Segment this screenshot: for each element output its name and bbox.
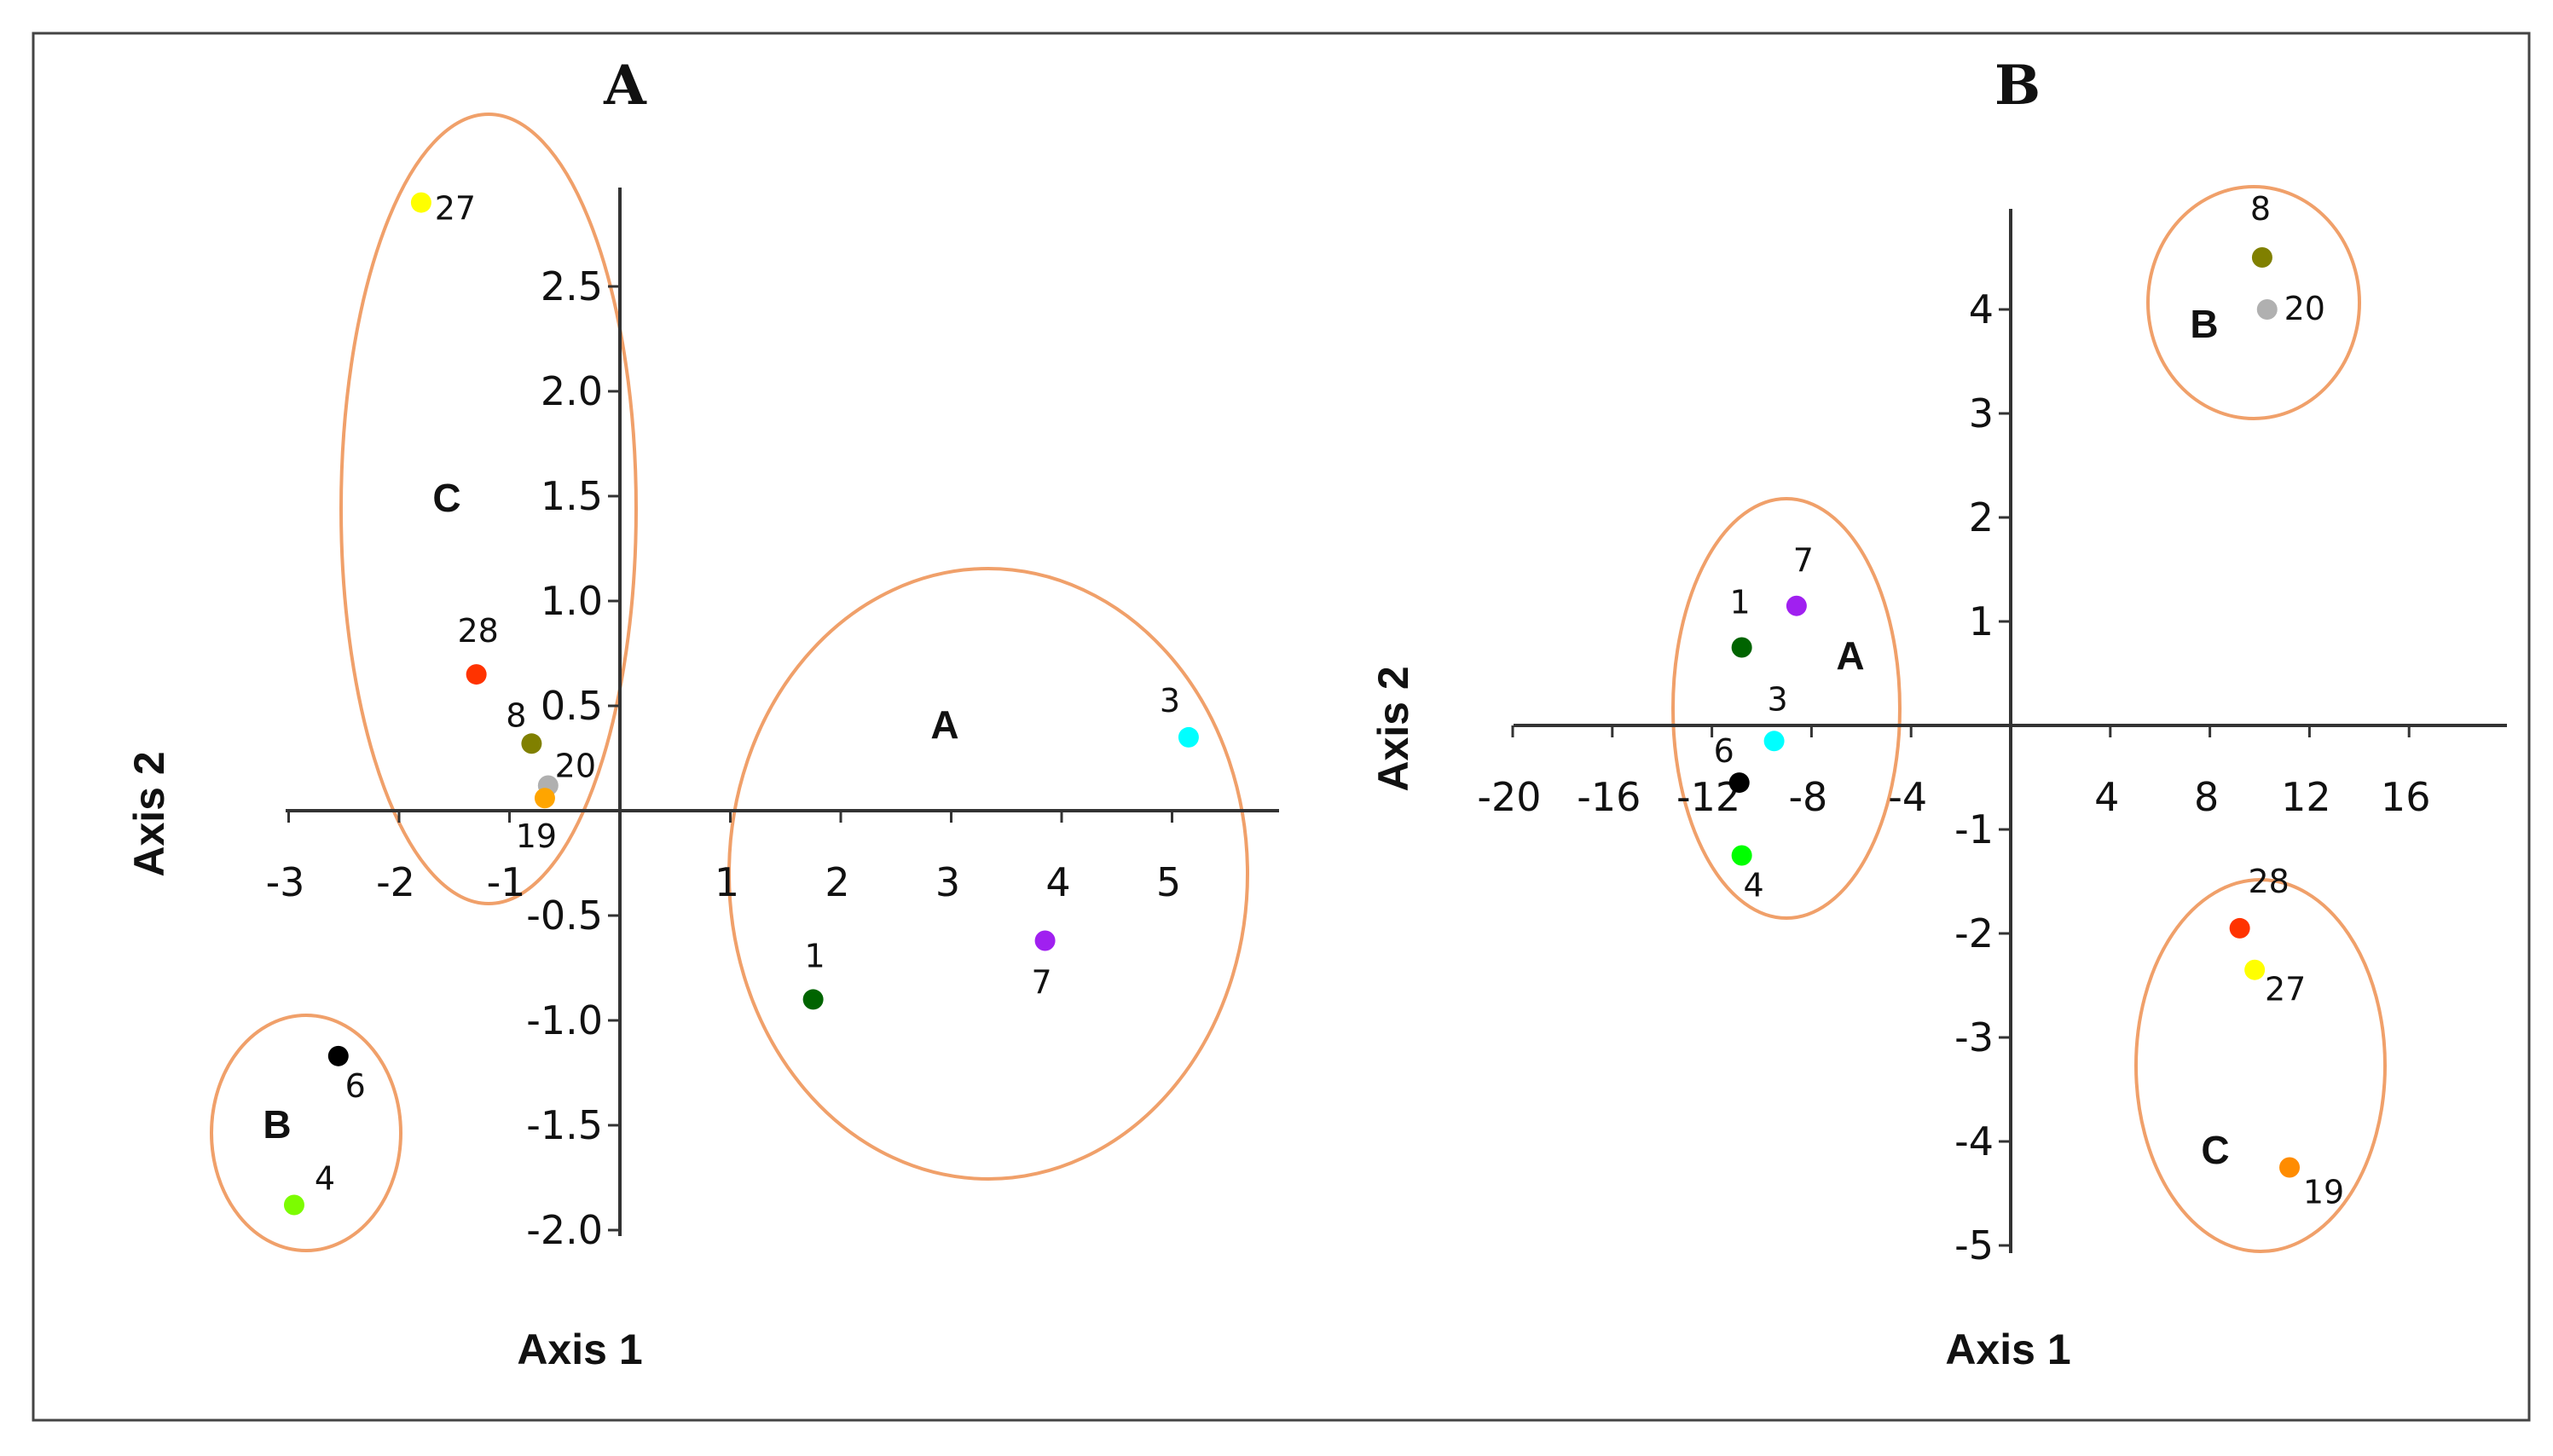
y-tick-label: 0.5	[541, 683, 603, 729]
point-label: 27	[435, 190, 476, 228]
data-point	[283, 1194, 304, 1216]
y-tick-label: 1.0	[541, 578, 603, 624]
panel-a: A -3 -2 -1 1 2 3 4 5 2.52.01.51.00.5-0.5-1.0-1.…	[125, 54, 1279, 1373]
point-label: 28	[457, 612, 498, 650]
data-point	[1034, 930, 1056, 951]
x-tick-label: -3	[266, 859, 305, 905]
data-point	[466, 664, 487, 685]
data-point	[1763, 731, 1785, 752]
panel-b-title: B	[1994, 54, 2041, 118]
y-tick-label: -5	[1954, 1222, 1994, 1268]
x-tick-label: -16	[1577, 774, 1641, 820]
data-point	[410, 192, 431, 213]
y-tick-label: -2.0	[526, 1207, 603, 1253]
x-tick-label: -1	[487, 859, 526, 905]
x-tick-label: -4	[1888, 774, 1927, 820]
cluster-label-b: B	[2190, 302, 2218, 346]
point-label: 3	[1160, 682, 1180, 719]
x-tick-label: 1	[715, 859, 739, 905]
cluster-label-c: C	[432, 476, 460, 520]
y-tick-label: -3	[1954, 1014, 1994, 1060]
data-point	[2251, 247, 2272, 268]
panel-a-title: A	[603, 54, 647, 118]
cluster-b-ellipse	[2146, 185, 2361, 420]
x-tick-label: 2	[825, 859, 849, 905]
data-point	[2229, 917, 2250, 939]
x-axis-title: Axis 1	[517, 1326, 642, 1373]
point-label: 8	[2250, 190, 2271, 228]
y-tick-label: -4	[1954, 1118, 1994, 1164]
x-tick-label: 16	[2381, 774, 2431, 820]
x-tick-label: 12	[2281, 774, 2331, 820]
cluster-label-a: A	[930, 702, 958, 747]
y-tick-label: -1.5	[526, 1102, 603, 1148]
y-tick-label: 2	[1969, 494, 1994, 540]
data-point	[521, 733, 542, 754]
data-point	[1731, 845, 1752, 866]
point-label: 7	[1793, 542, 1814, 580]
cluster-label-c: C	[2201, 1128, 2229, 1172]
point-label: 1	[805, 937, 825, 974]
x-tick-label: 4	[2094, 774, 2119, 820]
y-tick-label: 1.5	[541, 473, 603, 519]
y-axis-title: Axis 2	[1369, 666, 1417, 791]
point-label: 20	[555, 747, 596, 784]
y-tick-label: -2	[1954, 910, 1994, 956]
x-tick-label: 4	[1045, 859, 1070, 905]
x-tick-label: 3	[935, 859, 960, 905]
y-tick-label: 4	[1969, 286, 1994, 332]
cluster-b-ellipse	[210, 1014, 402, 1252]
y-tick-label: -1.0	[526, 997, 603, 1043]
x-tick-label: 8	[2194, 774, 2219, 820]
x-ticks: -3 -2 -1 1 2 3 4 5	[266, 811, 1181, 905]
point-label: 28	[2248, 863, 2289, 900]
data-point	[1731, 637, 1752, 658]
data-point	[802, 989, 824, 1010]
x-axis-title: Axis 1	[1945, 1326, 2070, 1373]
cluster-label-a: A	[1836, 633, 1864, 678]
point-label: 1	[1730, 584, 1751, 621]
data-point	[2256, 299, 2278, 320]
point-label: 19	[2303, 1174, 2344, 1211]
y-tick-label: 2.0	[541, 368, 603, 414]
x-tick-label: 5	[1156, 859, 1181, 905]
cluster-c-ellipse	[339, 113, 638, 905]
point-label: 8	[506, 696, 526, 734]
data-point	[1178, 726, 1199, 748]
y-ticks: 2.5 2.0 1.5 1.0 0.5 -0.5 -1.0 -1.5 -2.0	[526, 263, 620, 1253]
data-point	[2244, 959, 2266, 980]
point-label: 3	[1768, 680, 1788, 718]
y-tick-label: -0.5	[526, 893, 603, 939]
data-point	[1786, 595, 1807, 616]
y-tick-label: 1	[1969, 598, 1994, 644]
point-label: 4	[315, 1159, 335, 1197]
point-label: 19	[516, 818, 557, 855]
point-label: 20	[2284, 290, 2325, 327]
cluster-label-b: B	[263, 1102, 291, 1147]
data-point	[327, 1045, 349, 1066]
point-label: 6	[1714, 732, 1734, 770]
data-point	[534, 788, 555, 809]
y-axis-title: Axis 2	[125, 751, 173, 876]
data-point	[1728, 772, 1750, 794]
y-ticks: 4 3 2 1 -1 -2 -3 -4 -5	[1954, 286, 2011, 1268]
point-label: 6	[345, 1067, 366, 1105]
cluster-a-ellipse	[1671, 497, 1902, 920]
x-tick-label: -20	[1477, 774, 1541, 820]
cluster-a-ellipse	[727, 567, 1249, 1181]
y-tick-label: -1	[1954, 806, 1994, 852]
y-tick-label: 3	[1969, 390, 1994, 436]
points: 27 28 8 20 19 3 7 1 6 4	[283, 190, 1199, 1216]
point-label: 4	[1744, 867, 1764, 904]
y-tick-label: 2.5	[541, 263, 603, 309]
point-label: 7	[1031, 964, 1051, 1002]
x-tick-label: -8	[1788, 774, 1827, 820]
data-point	[2279, 1157, 2301, 1178]
x-tick-label: -2	[376, 859, 415, 905]
cluster-c-ellipse	[2134, 878, 2387, 1253]
point-label: 27	[2265, 971, 2306, 1008]
